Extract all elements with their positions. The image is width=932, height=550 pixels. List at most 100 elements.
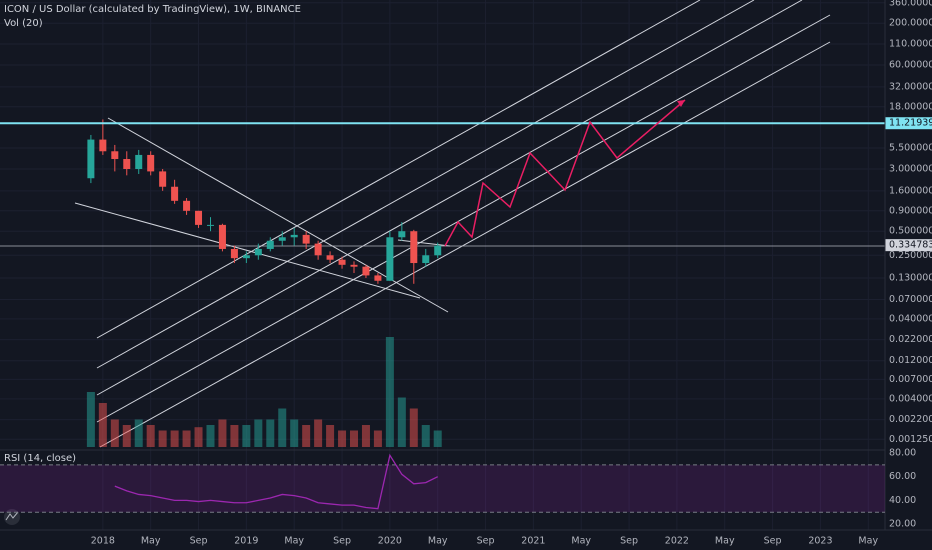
x-tick-label: 2021 — [521, 536, 545, 547]
candle-body — [183, 200, 191, 211]
candle-body — [99, 139, 107, 152]
candle-body — [159, 171, 167, 187]
volume-bar — [134, 419, 143, 447]
volume-bar — [421, 425, 430, 447]
candle-body — [338, 259, 346, 265]
candle-body — [242, 255, 250, 259]
channel-line — [96, 0, 701, 339]
y-tick-label: 0.90000000 — [889, 205, 932, 216]
y-tick-label: 18.00000000 — [889, 101, 932, 112]
x-tick-label: Sep — [477, 536, 495, 547]
y-tick-label: 110.00000000 — [889, 38, 932, 49]
candle-body — [422, 255, 430, 264]
x-tick-label: May — [428, 536, 448, 547]
y-tick-label: 0.00220000 — [889, 414, 932, 425]
y-tick-label: 0.01200000 — [889, 355, 932, 366]
x-tick-label: Sep — [190, 536, 208, 547]
candle-body — [87, 139, 95, 179]
x-tick-label: Sep — [764, 536, 782, 547]
triangle-line — [397, 239, 451, 247]
volume-bar — [326, 425, 335, 447]
candle-body — [374, 275, 382, 281]
rsi-line — [114, 453, 439, 510]
x-tick-label: 2018 — [91, 536, 115, 547]
y-tick-label: 0.02200000 — [889, 334, 932, 345]
channel-line — [96, 0, 755, 369]
volume-bar — [350, 430, 358, 447]
candle-body — [123, 159, 131, 170]
rsi-tick-label: 20.00 — [889, 519, 916, 530]
volume-bar — [242, 425, 251, 447]
volume-bar — [385, 337, 394, 447]
candle-body — [314, 243, 322, 256]
rsi-tick-label: 60.00 — [889, 471, 916, 482]
candle-body — [195, 210, 203, 225]
x-tick-label: Sep — [333, 536, 351, 547]
last-price-label: 0.33478394 — [889, 240, 932, 251]
candle-body — [350, 264, 358, 267]
y-tick-label: 60.00000000 — [889, 59, 932, 70]
y-tick-label: 0.00700000 — [889, 374, 932, 385]
candle-body — [230, 248, 238, 259]
y-tick-label: 360.00000000 — [889, 0, 932, 8]
volume-bar — [86, 392, 95, 447]
volume-bar — [373, 430, 382, 447]
candle-body — [398, 231, 406, 238]
candle-body — [218, 224, 226, 249]
logo-icon — [5, 511, 19, 521]
last-price-box — [885, 239, 932, 252]
volume-bar — [122, 425, 131, 447]
x-tick-label: May — [284, 536, 304, 547]
chart-title: ICON / US Dollar (calculated by TradingV… — [4, 4, 301, 15]
y-tick-label: 1.60000000 — [889, 185, 932, 196]
volume-bar — [254, 419, 263, 447]
level-label-box — [885, 117, 932, 130]
volume-bar — [206, 425, 215, 447]
volume-bar — [361, 425, 370, 447]
candle-body — [362, 266, 370, 276]
y-tick-label: 0.00400000 — [889, 393, 932, 404]
candle-body — [206, 224, 214, 226]
candle-body — [266, 240, 274, 249]
rsi-label: RSI (14, close) — [4, 453, 76, 464]
x-tick-label: May — [571, 536, 591, 547]
channel-line — [96, 0, 803, 396]
candle-body — [254, 248, 262, 256]
volume-bar — [278, 408, 287, 447]
volume-bar — [338, 430, 347, 447]
candle-body — [135, 154, 143, 170]
y-tick-label: 0.13000000 — [889, 272, 932, 283]
projection-arrows — [444, 99, 686, 247]
rsi-tick-label: 80.00 — [889, 447, 916, 458]
y-tick-label: 0.07000000 — [889, 294, 932, 305]
candle-body — [278, 237, 286, 241]
level-label: 11.21939566 — [889, 118, 932, 129]
volume-bar — [146, 425, 155, 447]
volume-label: Vol (20) — [4, 18, 43, 29]
x-tick-label: 2019 — [234, 536, 258, 547]
y-tick-label: 3.00000000 — [889, 164, 932, 175]
y-tick-label: 0.50000000 — [889, 226, 932, 237]
x-tick-label: 2022 — [665, 536, 689, 547]
volume-bar — [302, 425, 311, 447]
volume-bar — [170, 430, 179, 447]
candle-body — [147, 154, 155, 172]
volume-bar — [218, 419, 227, 447]
volume-bar — [158, 430, 167, 447]
volume-bar — [314, 419, 323, 447]
candle-body — [386, 237, 394, 281]
volume-bar — [194, 427, 203, 447]
candle-body — [290, 234, 298, 238]
volume-bar — [266, 419, 275, 447]
candle-body — [111, 151, 119, 160]
arrow-head — [677, 100, 685, 107]
y-tick-label: 0.00125000 — [889, 434, 932, 445]
volume-bar — [230, 425, 239, 447]
y-tick-label: 0.04000000 — [889, 313, 932, 324]
x-tick-label: Sep — [620, 536, 638, 547]
candle-body — [171, 186, 179, 201]
volume-bar — [98, 403, 107, 447]
x-tick-label: May — [141, 536, 161, 547]
